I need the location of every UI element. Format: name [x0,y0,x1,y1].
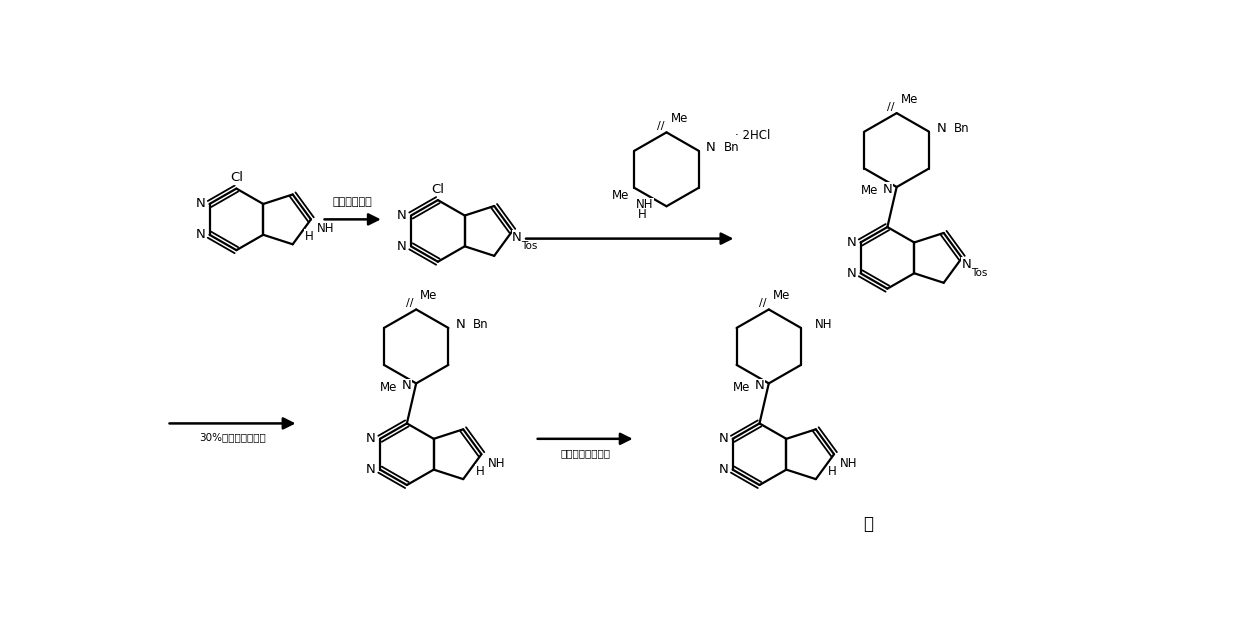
Text: Me: Me [733,381,750,394]
Text: //: // [407,298,414,308]
Text: NH: NH [815,319,832,331]
Text: H: H [828,465,837,478]
Text: 。: 。 [863,515,873,533]
Text: H: H [305,230,314,243]
Text: Bn: Bn [954,122,970,135]
Text: Me: Me [611,189,629,202]
Text: NH: NH [841,457,858,470]
Text: N: N [397,240,407,253]
Text: Me: Me [671,112,688,125]
Text: NH: NH [636,198,653,212]
Text: Tos: Tos [971,269,987,278]
Text: Bn: Bn [474,319,489,331]
Text: 甲酸锨，氯氧化钒: 甲酸锨，氯氧化钒 [560,447,610,458]
Text: N: N [366,463,376,476]
Text: N: N [936,122,946,135]
Text: N: N [456,319,466,331]
Text: Me: Me [381,381,398,394]
Text: 30%氯氧化钓水溶液: 30%氯氧化钓水溶液 [200,432,265,442]
Text: NH: NH [487,457,505,470]
Text: H: H [637,208,646,221]
Text: N: N [402,379,412,392]
Text: Tos: Tos [521,241,538,251]
Text: Me: Me [420,289,438,302]
Text: Me: Me [900,93,918,106]
Text: N: N [718,463,728,476]
Text: N: N [847,267,856,279]
Text: //: // [887,102,894,112]
Text: NH: NH [317,222,335,235]
Text: N: N [512,231,522,244]
Text: N: N [962,258,971,271]
Text: Me: Me [861,185,878,197]
Text: H: H [475,465,485,478]
Text: 对甲苯磺酰氯: 对甲苯磺酰氯 [332,197,372,208]
Text: N: N [366,432,376,445]
Text: N: N [397,209,407,222]
Text: Cl: Cl [229,171,243,185]
Text: N: N [196,228,205,241]
Text: N: N [707,141,715,154]
Text: N: N [718,432,728,445]
Text: //: // [759,298,766,308]
Text: N: N [196,197,205,210]
Text: N: N [847,236,856,249]
Text: N: N [883,183,893,196]
Text: Me: Me [773,289,790,302]
Text: · 2HCl: · 2HCl [735,129,770,142]
Text: N: N [755,379,764,392]
Text: //: // [656,121,665,131]
Text: Bn: Bn [723,141,739,154]
Text: Cl: Cl [432,183,444,196]
